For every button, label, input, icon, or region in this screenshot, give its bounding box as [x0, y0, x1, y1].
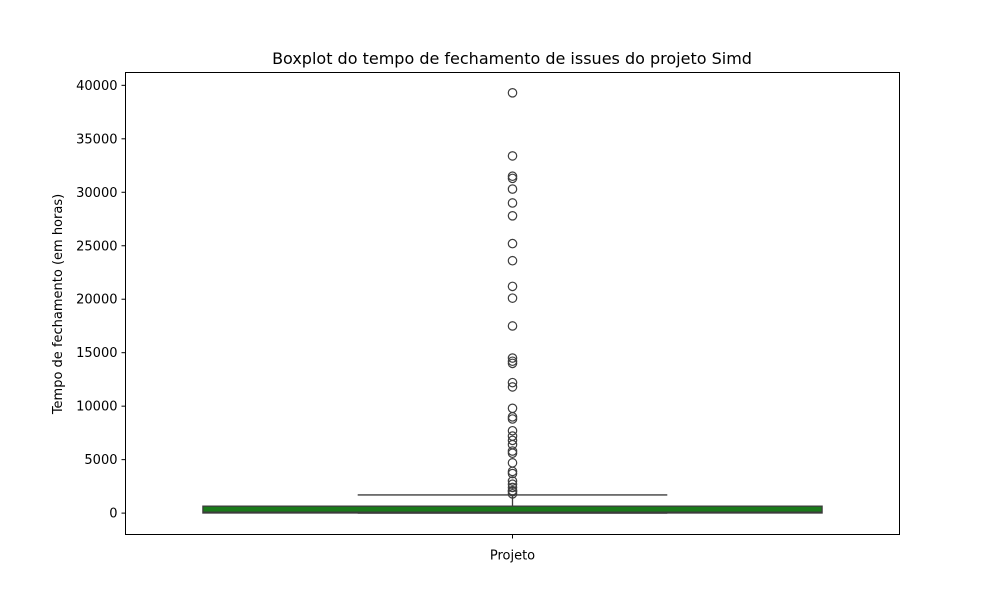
outlier-point [507, 458, 518, 468]
y-tick-label: 35000 [76, 132, 117, 147]
outlier-point [507, 476, 518, 486]
outlier-point [507, 184, 518, 194]
outlier-point [507, 293, 518, 303]
plot-frame [125, 72, 900, 535]
y-tick-label: 10000 [76, 400, 117, 415]
outlier-point [507, 255, 518, 266]
y-tick-label: 15000 [76, 346, 117, 361]
outlier-point [507, 485, 518, 496]
outlier-point [507, 88, 518, 98]
y-tick-label: 20000 [76, 293, 117, 308]
y-axis-label: Tempo de fechamento (em horas) [51, 194, 66, 415]
outlier-point [507, 281, 518, 292]
outlier-point [507, 446, 518, 456]
outlier-point [507, 425, 518, 436]
x-tick-label: Projeto [490, 549, 535, 564]
chart-title: Boxplot do tempo de fechamento de issues… [272, 49, 752, 68]
outlier-point [507, 356, 518, 367]
y-tick-label: 5000 [84, 453, 117, 468]
y-tick-label: 0 [109, 507, 117, 522]
outlier-point [507, 482, 518, 493]
y-tick-label: 40000 [76, 79, 117, 94]
outlier-point [507, 198, 518, 208]
outlier-point [507, 479, 518, 490]
outlier-point [507, 321, 518, 331]
y-tick-label: 25000 [76, 239, 117, 254]
outlier-point [507, 211, 518, 221]
outlier-point [507, 435, 518, 446]
outlier-point [507, 403, 518, 414]
outlier-point [507, 382, 518, 392]
outlier-point [507, 377, 518, 388]
outlier-point [507, 151, 518, 161]
outlier-point [507, 431, 518, 441]
outlier-point [507, 353, 518, 363]
y-tick-label: 30000 [76, 186, 117, 201]
box-iqr [202, 505, 823, 514]
plot-area: 0 5000 10000 15000 20000 25000 30000 35000 40000… [76, 79, 823, 564]
outlier-point [507, 171, 518, 182]
outlier-point [507, 238, 518, 249]
